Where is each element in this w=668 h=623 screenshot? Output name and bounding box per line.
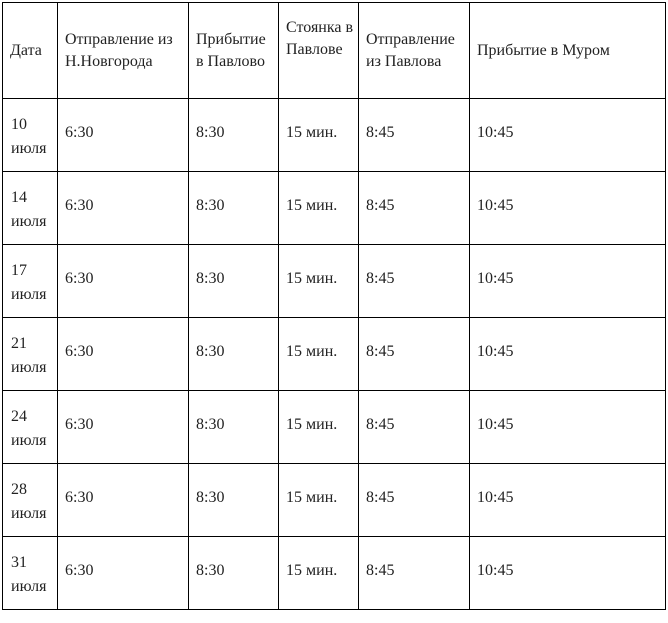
cell-arrive-pavlovo: 8:30 bbox=[188, 390, 279, 464]
table-header-row: Дата Отправление из Н.Новгорода Прибытие… bbox=[2, 2, 666, 99]
cell-depart-nn: 6:30 bbox=[57, 317, 189, 391]
date-month: июля bbox=[11, 578, 47, 595]
cell-depart-pavlovo: 8:45 bbox=[358, 463, 470, 537]
cell-depart-nn: 6:30 bbox=[57, 390, 189, 464]
cell-stop-pavlovo: 15 мин. bbox=[278, 171, 359, 245]
cell-date: 21 июля bbox=[2, 317, 58, 391]
cell-date: 31 июля bbox=[2, 536, 58, 610]
cell-arrive-murom: 10:45 bbox=[469, 536, 666, 610]
table-row: 14 июля 6:30 8:30 15 мин. 8:45 10:45 bbox=[2, 171, 666, 245]
cell-date: 24 июля bbox=[2, 390, 58, 464]
cell-depart-pavlovo: 8:45 bbox=[358, 171, 470, 245]
cell-arrive-pavlovo: 8:30 bbox=[188, 317, 279, 391]
cell-arrive-pavlovo: 8:30 bbox=[188, 463, 279, 537]
cell-date: 14 июля bbox=[2, 171, 58, 245]
cell-arrive-pavlovo: 8:30 bbox=[188, 171, 279, 245]
cell-depart-nn: 6:30 bbox=[57, 536, 189, 610]
table-row: 28 июля 6:30 8:30 15 мин. 8:45 10:45 bbox=[2, 463, 666, 537]
cell-date: 28 июля bbox=[2, 463, 58, 537]
cell-depart-pavlovo: 8:45 bbox=[358, 98, 470, 172]
date-day: 17 bbox=[11, 262, 27, 279]
date-month: июля bbox=[11, 359, 47, 376]
cell-depart-nn: 6:30 bbox=[57, 171, 189, 245]
cell-arrive-murom: 10:45 bbox=[469, 463, 666, 537]
cell-depart-pavlovo: 8:45 bbox=[358, 536, 470, 610]
cell-stop-pavlovo: 15 мин. bbox=[278, 244, 359, 318]
cell-arrive-murom: 10:45 bbox=[469, 244, 666, 318]
date-day: 31 bbox=[11, 554, 27, 571]
cell-arrive-pavlovo: 8:30 bbox=[188, 244, 279, 318]
table-row: 10 июля 6:30 8:30 15 мин. 8:45 10:45 bbox=[2, 98, 666, 172]
cell-stop-pavlovo: 15 мин. bbox=[278, 390, 359, 464]
header-depart-nn: Отправление из Н.Новгорода bbox=[57, 2, 189, 99]
header-arrive-murom: Прибытие в Муром bbox=[469, 2, 666, 99]
date-day: 28 bbox=[11, 481, 27, 498]
cell-arrive-pavlovo: 8:30 bbox=[188, 98, 279, 172]
cell-arrive-murom: 10:45 bbox=[469, 98, 666, 172]
cell-depart-pavlovo: 8:45 bbox=[358, 244, 470, 318]
schedule-table: Дата Отправление из Н.Новгорода Прибытие… bbox=[2, 2, 666, 610]
cell-date: 17 июля bbox=[2, 244, 58, 318]
cell-depart-pavlovo: 8:45 bbox=[358, 317, 470, 391]
cell-depart-nn: 6:30 bbox=[57, 98, 189, 172]
cell-stop-pavlovo: 15 мин. bbox=[278, 317, 359, 391]
date-month: июля bbox=[11, 213, 47, 230]
date-month: июля bbox=[11, 505, 47, 522]
cell-stop-pavlovo: 15 мин. bbox=[278, 463, 359, 537]
cell-arrive-murom: 10:45 bbox=[469, 390, 666, 464]
date-day: 14 bbox=[11, 189, 27, 206]
date-day: 21 bbox=[11, 335, 27, 352]
date-day: 24 bbox=[11, 408, 27, 425]
cell-stop-pavlovo: 15 мин. bbox=[278, 536, 359, 610]
date-day: 10 bbox=[11, 116, 27, 133]
table-row: 21 июля 6:30 8:30 15 мин. 8:45 10:45 bbox=[2, 317, 666, 391]
date-month: июля bbox=[11, 140, 47, 157]
cell-depart-nn: 6:30 bbox=[57, 244, 189, 318]
cell-depart-nn: 6:30 bbox=[57, 463, 189, 537]
header-date: Дата bbox=[2, 2, 58, 99]
header-depart-pavlovo: Отправление из Павлова bbox=[358, 2, 470, 99]
cell-stop-pavlovo: 15 мин. bbox=[278, 98, 359, 172]
cell-depart-pavlovo: 8:45 bbox=[358, 390, 470, 464]
table-row: 17 июля 6:30 8:30 15 мин. 8:45 10:45 bbox=[2, 244, 666, 318]
header-stop-pavlovo: Стоянка в Павлове bbox=[278, 2, 359, 99]
table-row: 31 июля 6:30 8:30 15 мин. 8:45 10:45 bbox=[2, 536, 666, 610]
date-month: июля bbox=[11, 286, 47, 303]
date-month: июля bbox=[11, 432, 47, 449]
table-row: 24 июля 6:30 8:30 15 мин. 8:45 10:45 bbox=[2, 390, 666, 464]
cell-date: 10 июля bbox=[2, 98, 58, 172]
cell-arrive-murom: 10:45 bbox=[469, 317, 666, 391]
cell-arrive-murom: 10:45 bbox=[469, 171, 666, 245]
header-arrive-pavlovo: Прибытие в Павлово bbox=[188, 2, 279, 99]
cell-arrive-pavlovo: 8:30 bbox=[188, 536, 279, 610]
